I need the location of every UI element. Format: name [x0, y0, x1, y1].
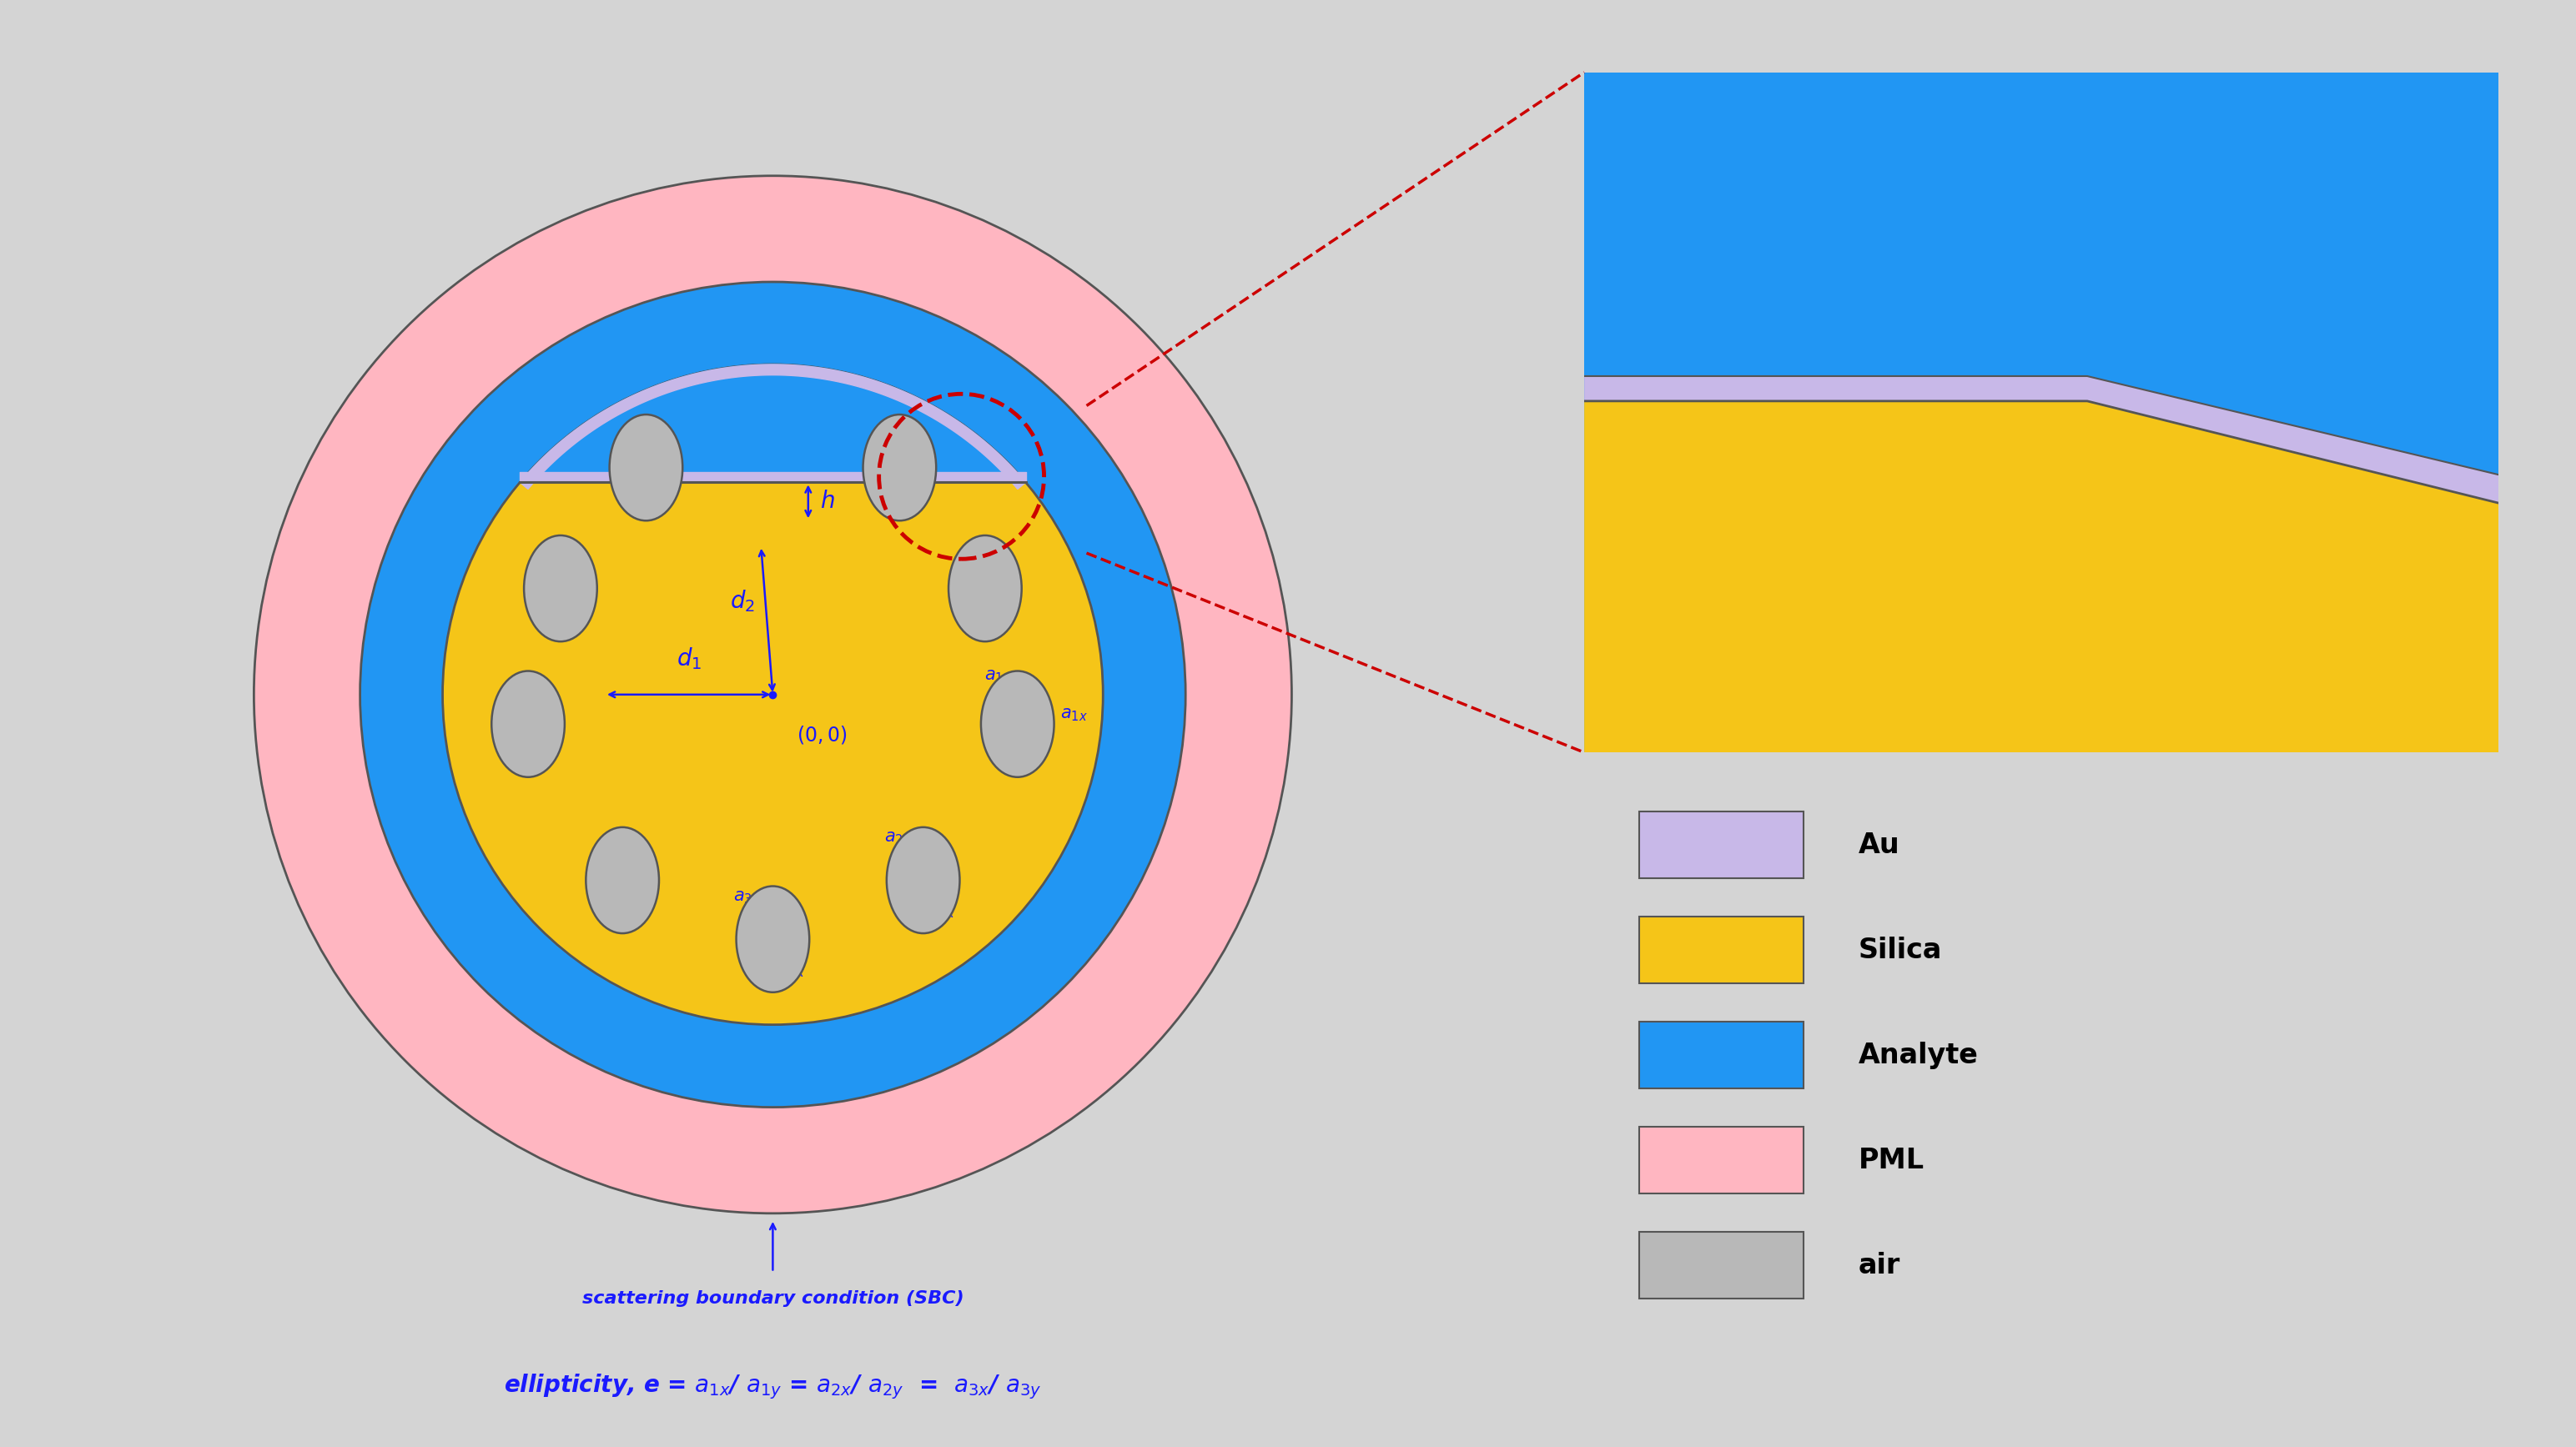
Text: $d_1$: $d_1$	[675, 645, 701, 671]
Text: $a_{3x}$: $a_{3x}$	[778, 962, 804, 980]
Text: scattering boundary condition (SBC): scattering boundary condition (SBC)	[582, 1289, 963, 1307]
Bar	[1638, 917, 1803, 984]
Text: ellipticity, e = $a_{1x}$/ $a_{1y}$ = $a_{2x}$/ $a_{2y}$  =  $a_{3x}$/ $a_{3y}$: ellipticity, e = $a_{1x}$/ $a_{1y}$ = $a…	[505, 1373, 1041, 1401]
Ellipse shape	[523, 535, 598, 641]
Polygon shape	[1584, 401, 2499, 752]
Bar	[1638, 1127, 1803, 1194]
Circle shape	[361, 282, 1185, 1107]
Text: $a_{3y}$: $a_{3y}$	[734, 888, 760, 909]
Text: Au: Au	[1860, 831, 1901, 860]
Polygon shape	[520, 365, 1025, 482]
Ellipse shape	[611, 414, 683, 521]
Text: $a_{1y}$: $a_{1y}$	[984, 669, 1012, 687]
Bar	[1638, 812, 1803, 878]
Ellipse shape	[492, 671, 564, 777]
Text: PML: PML	[1860, 1146, 1924, 1174]
Text: $d_3$: $d_3$	[672, 418, 698, 444]
Text: air: air	[1860, 1252, 1901, 1279]
Text: $(0,0)$: $(0,0)$	[796, 724, 848, 745]
Text: $a_{2x}$: $a_{2x}$	[927, 903, 956, 920]
Text: $a_{1x}$: $a_{1x}$	[1059, 706, 1087, 724]
Ellipse shape	[737, 886, 809, 993]
Polygon shape	[1584, 376, 2499, 504]
Ellipse shape	[886, 828, 961, 933]
Text: $d_2$: $d_2$	[729, 589, 755, 614]
Text: $h$: $h$	[819, 491, 835, 514]
Circle shape	[443, 365, 1103, 1024]
Circle shape	[255, 175, 1291, 1214]
Bar	[1638, 1231, 1803, 1299]
Ellipse shape	[981, 671, 1054, 777]
Text: $a_{2y}$: $a_{2y}$	[884, 831, 912, 849]
Ellipse shape	[948, 535, 1023, 641]
Text: Analyte: Analyte	[1860, 1042, 1978, 1069]
Text: Silica: Silica	[1860, 936, 1942, 964]
Bar	[1638, 1022, 1803, 1088]
Polygon shape	[520, 365, 1025, 489]
Ellipse shape	[585, 828, 659, 933]
Ellipse shape	[863, 414, 935, 521]
